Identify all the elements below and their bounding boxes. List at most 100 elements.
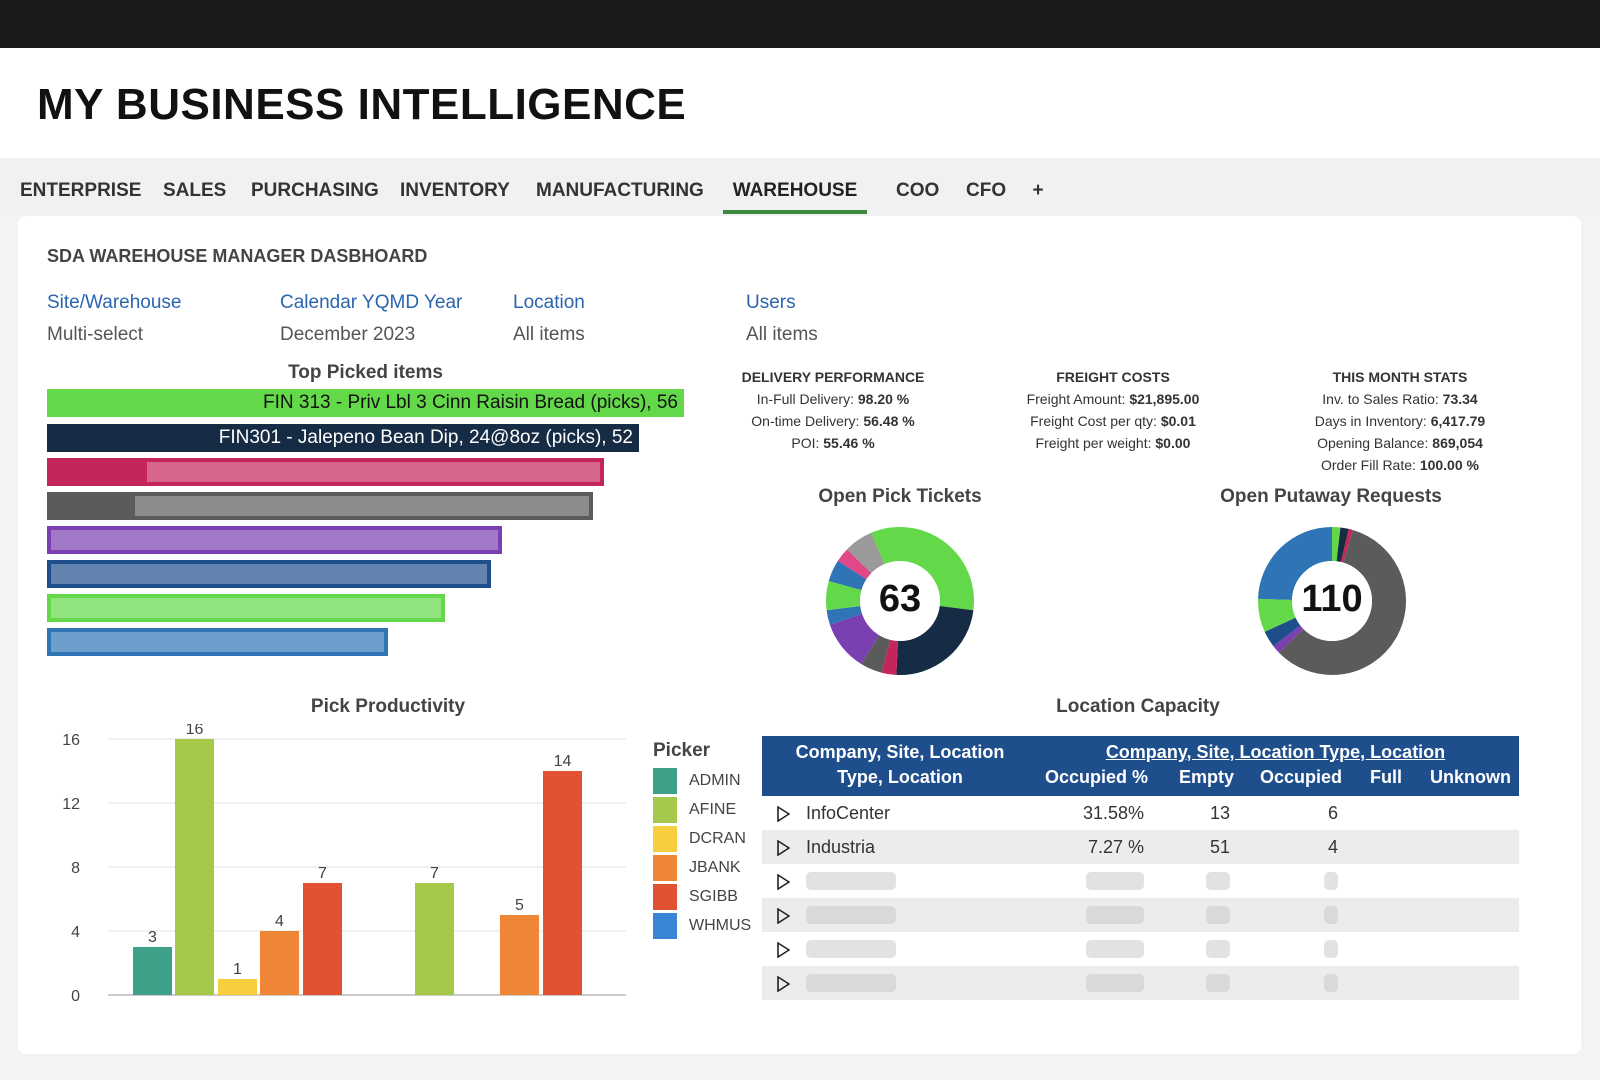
filter-label[interactable]: Calendar YQMD Year bbox=[280, 292, 463, 313]
tab-inventory[interactable]: INVENTORY bbox=[400, 180, 510, 201]
cell-occupied-pct: 31.58% bbox=[1082, 803, 1144, 823]
putaway-donut-segment[interactable] bbox=[1258, 598, 1296, 632]
tab-enterprise[interactable]: ENTERPRISE bbox=[20, 180, 142, 201]
legend-item-admin[interactable]: ADMIN bbox=[653, 768, 741, 794]
pick-donut-segment[interactable] bbox=[861, 634, 891, 673]
location-capacity-title: Location Capacity bbox=[1056, 696, 1220, 717]
pick-donut-segment[interactable] bbox=[826, 580, 862, 611]
putaway-donut-segment[interactable] bbox=[1273, 625, 1304, 653]
putaway-donut-segment[interactable] bbox=[1278, 530, 1406, 675]
open-pick-tickets-donut[interactable] bbox=[825, 526, 975, 676]
cell-occupied-pct: 7.27 % bbox=[1087, 837, 1144, 857]
legend-item-dcran[interactable]: DCRAN bbox=[653, 826, 746, 852]
tab-cfo[interactable]: CFO bbox=[966, 180, 1007, 201]
expand-row-icon[interactable] bbox=[776, 966, 791, 1000]
triangle-right-icon bbox=[777, 941, 791, 959]
top-picked-bar[interactable] bbox=[47, 492, 593, 520]
table-row[interactable] bbox=[762, 966, 1519, 1000]
open-putaway-requests-donut[interactable] bbox=[1257, 526, 1407, 676]
pick-donut-segment[interactable] bbox=[828, 560, 867, 591]
bar-afine[interactable] bbox=[175, 739, 214, 995]
col-full[interactable]: Full bbox=[1370, 767, 1402, 787]
bar-jbank[interactable] bbox=[260, 931, 299, 995]
this-month-stats: THIS MONTH STATS Inv. to Sales Ratio: 73… bbox=[1280, 366, 1520, 476]
top-picked-bar[interactable]: FIN301 - Jalepeno Bean Dip, 24@8oz (pick… bbox=[47, 424, 639, 452]
table-row[interactable] bbox=[762, 898, 1519, 932]
expand-row-icon[interactable] bbox=[776, 898, 791, 932]
filter-users[interactable]: Users All items bbox=[746, 292, 818, 346]
filter-label[interactable]: Site/Warehouse bbox=[47, 292, 182, 313]
putaway-donut-segment[interactable] bbox=[1258, 527, 1333, 601]
stat-line: Days in Inventory: 6,417.79 bbox=[1314, 413, 1486, 429]
pick-donut-segment[interactable] bbox=[847, 532, 886, 574]
bar-admin[interactable] bbox=[133, 947, 172, 995]
placeholder-cell bbox=[806, 974, 896, 992]
bar-highlight bbox=[51, 530, 498, 550]
filter-label[interactable]: Location bbox=[513, 292, 585, 313]
table-row[interactable] bbox=[762, 932, 1519, 966]
placeholder-cell bbox=[1086, 974, 1144, 992]
pick-donut-segment[interactable] bbox=[826, 605, 863, 625]
cell-empty: 13 bbox=[1209, 803, 1230, 823]
filter-site-warehouse[interactable]: Site/Warehouse Multi-select bbox=[47, 292, 181, 346]
placeholder-cell bbox=[806, 906, 896, 924]
top-picked-bar[interactable]: FIN 313 - Priv Lbl 3 Cinn Raisin Bread (… bbox=[47, 389, 684, 417]
putaway-donut-segment[interactable] bbox=[1264, 617, 1301, 647]
col-occupied[interactable]: Occupied bbox=[1259, 767, 1342, 787]
add-tab-button[interactable]: + bbox=[1032, 180, 1044, 201]
top-bar bbox=[0, 0, 1600, 48]
stat-line: Freight Amount: $21,895.00 bbox=[1026, 391, 1200, 407]
pick-donut-segment[interactable] bbox=[899, 527, 974, 611]
bar-sgibb[interactable] bbox=[543, 771, 582, 995]
expand-row-icon[interactable] bbox=[776, 864, 791, 898]
pick-donut-segment[interactable] bbox=[837, 549, 872, 580]
filter-location[interactable]: Location All items bbox=[513, 292, 585, 346]
top-picked-bar[interactable] bbox=[47, 526, 502, 554]
top-picked-bar[interactable] bbox=[47, 560, 491, 588]
pick-donut-segment[interactable] bbox=[829, 612, 880, 665]
tab-bar: ENTERPRISE SALES PURCHASING INVENTORY MA… bbox=[0, 160, 1600, 216]
putaway-donut-segment[interactable] bbox=[1340, 528, 1353, 563]
table-row[interactable] bbox=[762, 864, 1519, 898]
placeholder-cell bbox=[1086, 872, 1144, 890]
col-occupied-pct[interactable]: Occupied % bbox=[1044, 767, 1148, 787]
tab-coo[interactable]: COO bbox=[896, 180, 940, 201]
top-picked-bar[interactable] bbox=[47, 594, 445, 622]
legend-item-jbank[interactable]: JBANK bbox=[653, 855, 741, 881]
pick-donut-segment[interactable] bbox=[871, 527, 901, 565]
tab-manufacturing[interactable]: MANUFACTURING bbox=[536, 180, 704, 201]
placeholder-cell bbox=[1086, 940, 1144, 958]
donut-hole bbox=[1292, 561, 1372, 641]
filter-label[interactable]: Users bbox=[746, 292, 796, 313]
top-picked-bar[interactable] bbox=[47, 458, 604, 486]
table-row[interactable]: InfoCenter 31.58% 13 6 bbox=[762, 796, 1519, 830]
bar-afine[interactable] bbox=[415, 883, 454, 995]
col-unknown[interactable]: Unknown bbox=[1430, 767, 1511, 787]
tab-warehouse[interactable]: WAREHOUSE bbox=[723, 170, 867, 214]
expand-row-icon[interactable] bbox=[776, 830, 791, 864]
pick-donut-segment[interactable] bbox=[881, 639, 899, 675]
legend-item-afine[interactable]: AFINE bbox=[653, 797, 736, 823]
bar-sgibb[interactable] bbox=[303, 883, 342, 995]
top-picked-bar[interactable] bbox=[47, 628, 388, 656]
col-empty[interactable]: Empty bbox=[1178, 767, 1234, 787]
stat-line: Inv. to Sales Ratio: 73.34 bbox=[1322, 391, 1478, 407]
triangle-right-icon bbox=[777, 873, 791, 891]
tab-sales[interactable]: SALES bbox=[163, 180, 227, 201]
legend-item-sgibb[interactable]: SGIBB bbox=[653, 884, 738, 910]
stat-title: FREIGHT COSTS bbox=[1056, 369, 1170, 385]
bar-dcran[interactable] bbox=[218, 979, 257, 995]
filter-calendar-year[interactable]: Calendar YQMD Year December 2023 bbox=[280, 292, 462, 346]
legend-item-whmus[interactable]: WHMUS bbox=[653, 913, 751, 939]
expand-row-icon[interactable] bbox=[776, 932, 791, 966]
putaway-donut-segment[interactable] bbox=[1336, 527, 1349, 563]
bar-value-label: 14 bbox=[554, 753, 572, 770]
expand-row-icon[interactable] bbox=[776, 796, 791, 830]
triangle-right-icon bbox=[777, 839, 791, 857]
tab-purchasing[interactable]: PURCHASING bbox=[251, 180, 379, 201]
dashboard-panel: SDA WAREHOUSE MANAGER DASBHOARD Site/War… bbox=[18, 216, 1581, 1054]
y-tick-label: 12 bbox=[62, 796, 80, 813]
pick-donut-segment[interactable] bbox=[896, 605, 974, 675]
table-row[interactable]: Industria 7.27 % 51 4 bbox=[762, 830, 1519, 864]
bar-jbank[interactable] bbox=[500, 915, 539, 995]
